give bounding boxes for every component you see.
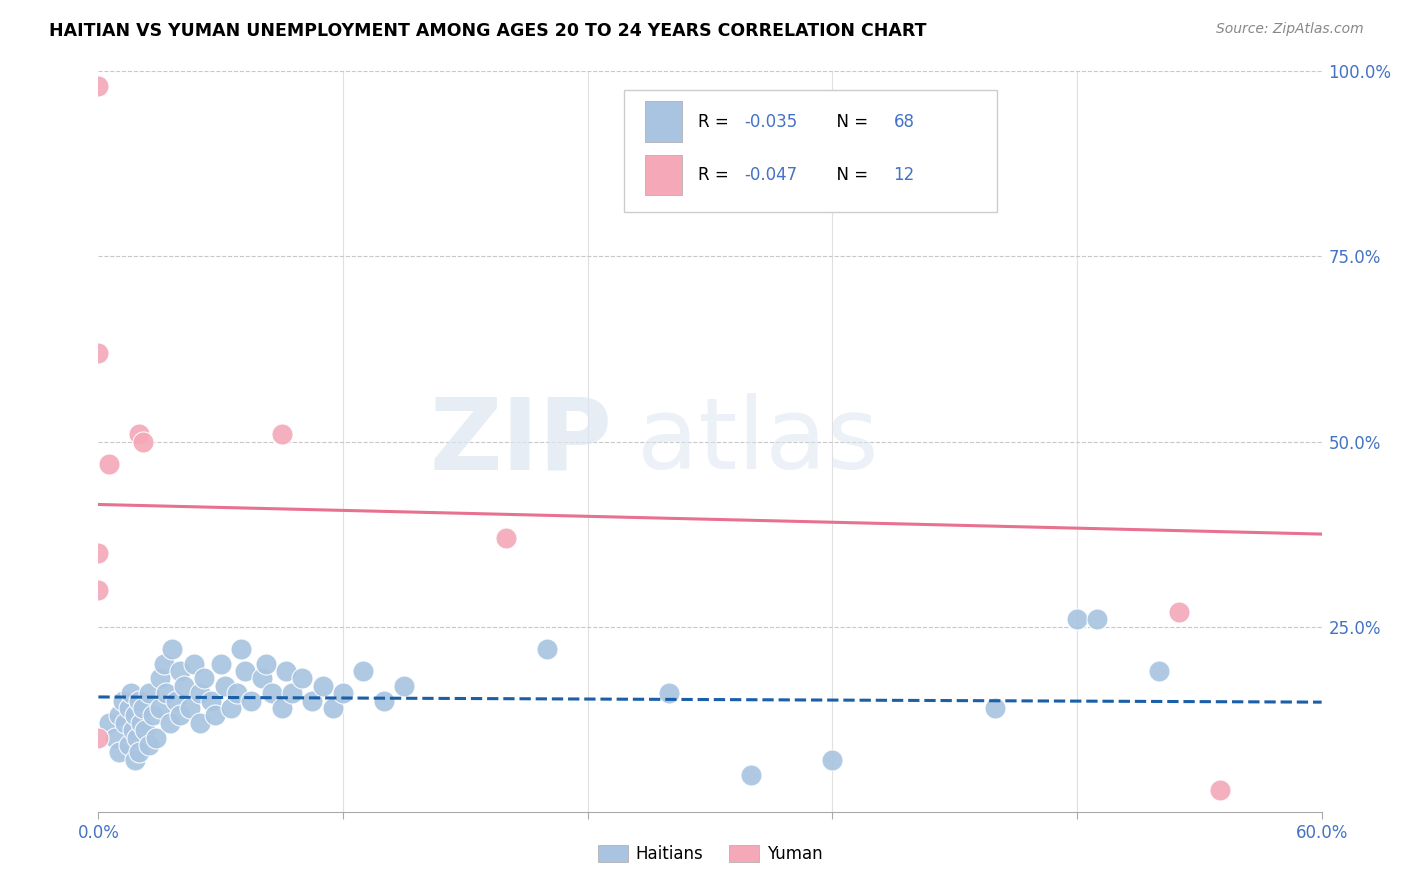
Point — [160, 641, 183, 656]
Point — [134, 723, 156, 738]
Point — [233, 664, 256, 678]
Text: R =: R = — [697, 112, 734, 131]
Point — [120, 686, 142, 700]
Point — [97, 457, 120, 471]
Point — [188, 715, 212, 730]
Point — [392, 679, 416, 693]
Point — [231, 641, 253, 656]
Point — [1085, 612, 1108, 626]
Point — [209, 657, 232, 671]
Text: 68: 68 — [894, 112, 914, 131]
Legend: Haitians, Yuman: Haitians, Yuman — [591, 838, 830, 870]
Point — [169, 664, 191, 678]
Bar — [645, 154, 682, 195]
Point — [274, 664, 297, 678]
Point — [87, 731, 110, 745]
Point — [740, 767, 762, 781]
Point — [128, 694, 150, 708]
Point — [281, 686, 304, 700]
Point — [226, 686, 249, 700]
Point — [124, 708, 146, 723]
Point — [270, 427, 294, 442]
Point — [155, 686, 177, 700]
Point — [111, 694, 134, 708]
Text: 12: 12 — [894, 166, 915, 184]
Point — [1209, 782, 1232, 797]
Point — [322, 701, 344, 715]
Text: R =: R = — [697, 166, 734, 184]
Point — [87, 345, 110, 359]
Point — [138, 738, 160, 752]
Text: -0.047: -0.047 — [744, 166, 797, 184]
Point — [240, 694, 263, 708]
Point — [128, 427, 150, 442]
Point — [193, 672, 215, 686]
Point — [301, 694, 323, 708]
Point — [495, 531, 517, 545]
Point — [87, 79, 110, 94]
Point — [214, 679, 236, 693]
Point — [152, 657, 174, 671]
Text: N =: N = — [827, 166, 873, 184]
Text: HAITIAN VS YUMAN UNEMPLOYMENT AMONG AGES 20 TO 24 YEARS CORRELATION CHART: HAITIAN VS YUMAN UNEMPLOYMENT AMONG AGES… — [49, 22, 927, 40]
Point — [173, 679, 195, 693]
Text: Source: ZipAtlas.com: Source: ZipAtlas.com — [1216, 22, 1364, 37]
Point — [138, 686, 160, 700]
Point — [312, 679, 335, 693]
Point — [821, 753, 844, 767]
Point — [332, 686, 354, 700]
Point — [254, 657, 277, 671]
Point — [122, 723, 145, 738]
Point — [179, 701, 201, 715]
Point — [536, 641, 558, 656]
Point — [352, 664, 374, 678]
Point — [291, 672, 314, 686]
Point — [188, 686, 212, 700]
Point — [132, 701, 155, 715]
Point — [204, 708, 226, 723]
Point — [149, 672, 172, 686]
FancyBboxPatch shape — [624, 90, 997, 212]
Point — [124, 753, 146, 767]
Point — [149, 701, 172, 715]
Point — [1167, 605, 1189, 619]
Point — [128, 746, 150, 760]
Point — [1066, 612, 1088, 626]
Point — [373, 694, 395, 708]
Point — [250, 672, 273, 686]
Point — [219, 701, 242, 715]
Bar — [645, 102, 682, 142]
Point — [145, 731, 167, 745]
Point — [87, 582, 110, 597]
Point — [984, 701, 1007, 715]
Point — [132, 434, 155, 449]
Point — [129, 715, 152, 730]
Point — [270, 701, 294, 715]
Point — [118, 738, 141, 752]
Text: ZIP: ZIP — [429, 393, 612, 490]
Point — [118, 701, 141, 715]
Point — [169, 708, 191, 723]
Point — [114, 715, 136, 730]
Point — [142, 708, 165, 723]
Text: -0.035: -0.035 — [744, 112, 797, 131]
Point — [87, 546, 110, 560]
Point — [108, 708, 131, 723]
Point — [104, 731, 127, 745]
Point — [1147, 664, 1170, 678]
Point — [183, 657, 205, 671]
Point — [127, 731, 149, 745]
Point — [260, 686, 283, 700]
Point — [658, 686, 681, 700]
Point — [159, 715, 181, 730]
Point — [165, 694, 187, 708]
Point — [97, 715, 120, 730]
Text: atlas: atlas — [637, 393, 879, 490]
Text: N =: N = — [827, 112, 873, 131]
Point — [200, 694, 222, 708]
Point — [108, 746, 131, 760]
